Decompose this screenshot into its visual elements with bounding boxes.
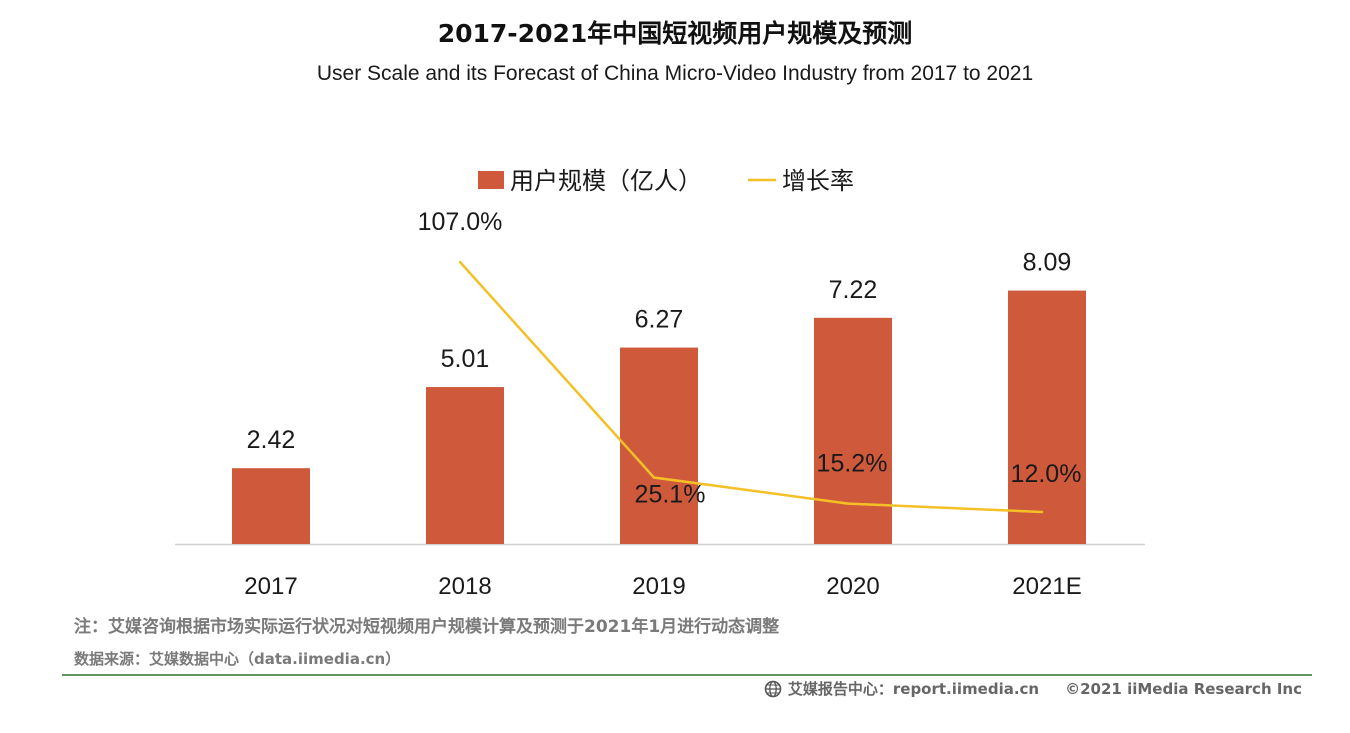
bar-label-2018: 5.01 [441,345,490,373]
bar-label-2019: 6.27 [635,306,684,334]
bar-label-2017: 2.42 [247,426,296,454]
legend-line-label: 增长率 [782,167,854,195]
growth-label-2021E: 12.0% [1011,460,1082,488]
legend-bar-swatch [478,171,504,189]
chart-canvas: 用户规模（亿人） 增长率 2.42 2017 5.01 2018 6.27 2019 7.22 2… [175,167,1145,600]
growth-point-2021E [1040,510,1044,514]
x-tick-2019: 2019 [632,573,685,600]
footer-copyright: ©2021 iiMedia Research Inc [1065,679,1302,698]
bar-2017 [232,468,310,544]
x-tick-2017: 2017 [244,573,297,600]
footer: 艾媒报告中心：report.iimedia.cn ©2021 iiMedia R… [764,678,1302,699]
growth-rate-line [459,261,1043,514]
chart-subtitle: User Scale and its Forecast of China Mic… [316,62,1034,85]
growth-point-2019 [652,476,656,479]
x-tick-2018: 2018 [438,573,491,600]
footer-divider [62,674,1312,676]
bar-2018 [426,387,504,544]
bar-2021E [1008,290,1086,544]
footer-report-link[interactable]: 艾媒报告中心：report.iimedia.cn [787,680,1040,698]
chart-title: 2017-2021年中国短视频用户规模及预测 [437,19,913,48]
x-tick-2020: 2020 [826,573,879,600]
bar-2019 [620,347,698,544]
growth-label-2019: 25.1% [635,481,706,509]
growth-point-2018 [458,260,462,264]
growth-label-2020: 15.2% [817,450,888,478]
bar-label-2020: 7.22 [829,276,878,304]
bar-label-2021E: 8.09 [1023,249,1072,277]
chart-note: 注：艾媒咨询根据市场实际运行状况对短视频用户规模计算及预测于2021年1月进行动… [74,617,780,637]
globe-icon [764,680,782,698]
growth-label-2018: 107.0% [418,208,503,236]
x-tick-2021E: 2021E [1012,573,1081,600]
bar-2020 [814,317,892,544]
legend-bar-label: 用户规模（亿人） [510,167,702,195]
data-source: 数据来源：艾媒数据中心（data.iimedia.cn） [74,650,401,668]
growth-point-2020 [846,502,850,505]
